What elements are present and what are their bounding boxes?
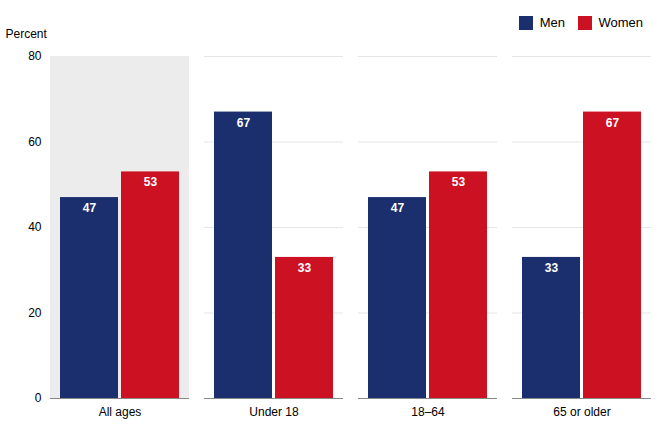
svg-text:18–64: 18–64 <box>411 405 445 419</box>
svg-text:47: 47 <box>83 201 97 215</box>
html-text:Women: Women <box>598 15 643 30</box>
svg-text:0: 0 <box>35 391 42 405</box>
svg-text:67: 67 <box>606 116 620 130</box>
svg-text:33: 33 <box>298 261 312 275</box>
svg-text:60: 60 <box>28 135 42 149</box>
svg-text:80: 80 <box>28 49 42 63</box>
svg-text:47: 47 <box>391 201 405 215</box>
svg-text:67: 67 <box>237 116 251 130</box>
html-text:Men: Men <box>539 15 565 30</box>
svg-text:All ages: All ages <box>99 405 142 419</box>
svg-text:Percent: Percent <box>6 27 48 41</box>
svg-text:20: 20 <box>28 306 42 320</box>
svg-text:33: 33 <box>545 261 559 275</box>
svg-text:53: 53 <box>144 175 158 189</box>
svg-text:65 or older: 65 or older <box>553 405 610 419</box>
svg-text:Under 18: Under 18 <box>249 405 299 419</box>
svg-text:53: 53 <box>452 175 466 189</box>
svg-text:40: 40 <box>28 220 42 234</box>
